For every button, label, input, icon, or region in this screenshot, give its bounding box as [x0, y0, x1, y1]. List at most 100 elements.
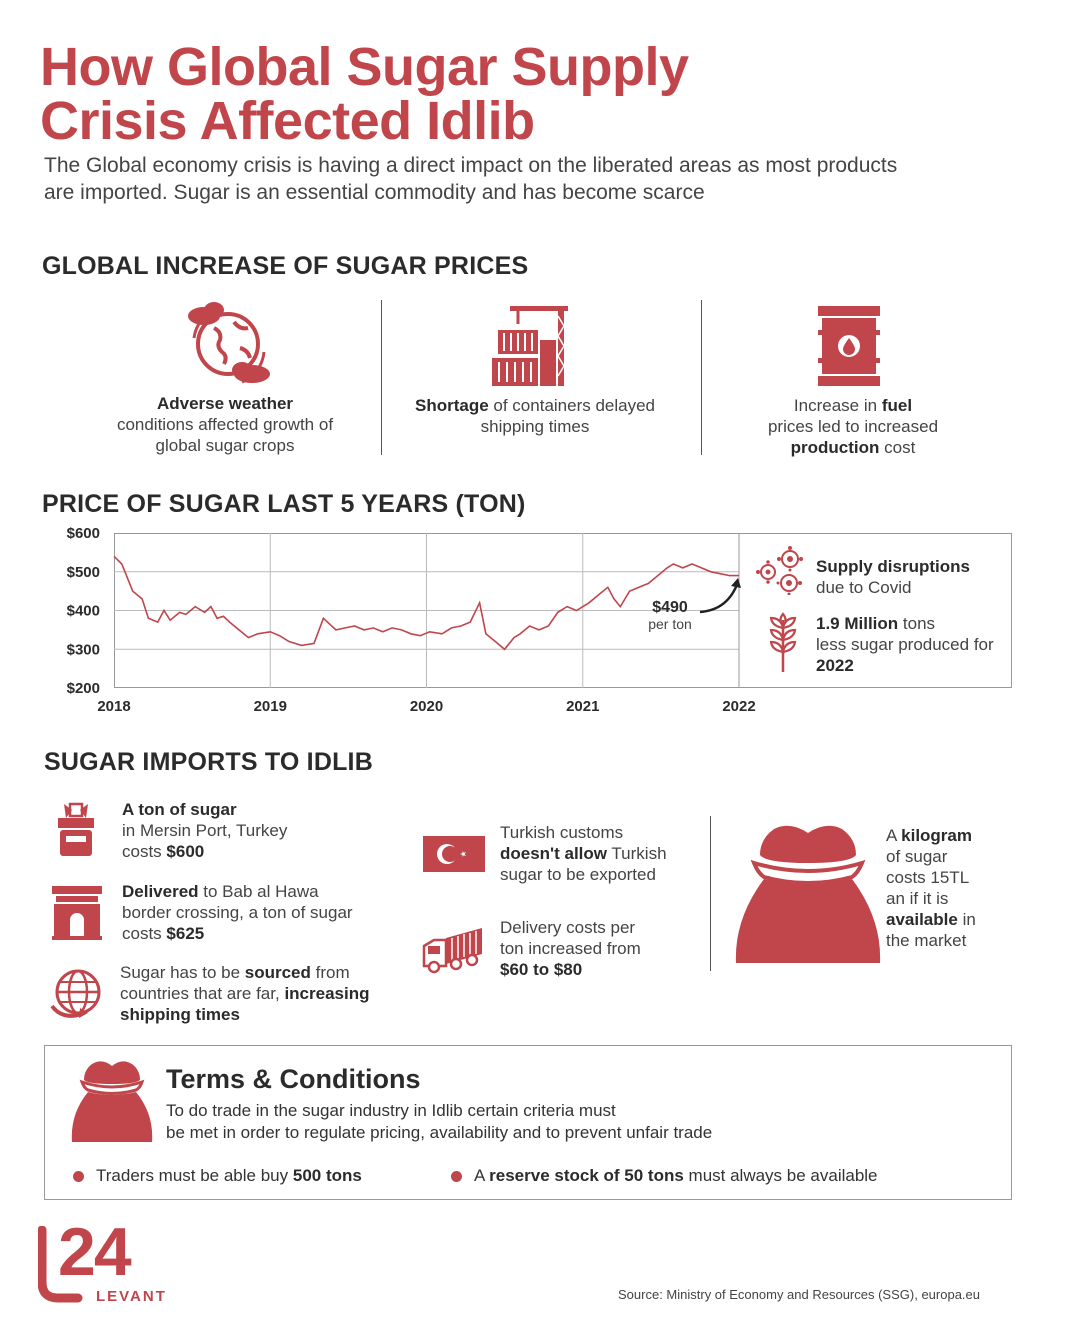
import-delivery-bold: $60 to $80	[500, 960, 583, 979]
globe-arrow-icon	[50, 969, 101, 1018]
import-bab-bold: Delivered	[122, 882, 199, 901]
import-kg-pre: A	[886, 826, 897, 845]
cause-adverse-weather-bold: Adverse weather	[156, 394, 294, 413]
source-note: Source: Ministry of Economy and Resource…	[618, 1287, 980, 1302]
chart-side-production-bold2: 2022	[816, 656, 854, 675]
cause-container-shortage: Shortage of containers delayed shipping …	[410, 395, 660, 437]
y-tick-label: $300	[67, 641, 100, 658]
import-kg-text1: of sugar	[886, 847, 948, 866]
annotation-unit: per ton	[648, 616, 692, 632]
divider	[701, 300, 702, 455]
title-line-2: Crisis Affected Idlib	[40, 91, 535, 151]
bullet1-pre: Traders must be able buy	[96, 1166, 289, 1185]
bullet2-bold: reserve stock of 50 tons	[489, 1166, 684, 1185]
bullet2-post: must always be available	[688, 1166, 878, 1185]
import-customs-text2: sugar to be exported	[500, 865, 656, 884]
logo-number: 24	[58, 1214, 132, 1290]
bullet2-pre: A	[474, 1166, 485, 1185]
import-customs-text: Turkish customs	[500, 823, 624, 842]
y-tick-label: $200	[67, 680, 100, 697]
cause-fuel-post: cost	[884, 438, 916, 457]
import-bab-text2: border crossing, a ton of sugar	[122, 903, 353, 922]
terms-body: To do trade in the sugar industry in Idl…	[166, 1100, 986, 1144]
import-sourcing: Sugar has to be sourced from countries t…	[120, 962, 420, 1025]
chart-side-production: 1.9 Million tons less sugar produced for…	[816, 613, 1006, 676]
import-sourcing-post: from	[315, 963, 350, 982]
logo-mark	[38, 1226, 83, 1303]
border-gate-icon	[52, 886, 102, 940]
y-tick-label: $600	[67, 525, 100, 542]
annotation-arrowhead	[731, 578, 741, 588]
import-delivery-text2: ton increased from	[500, 939, 641, 958]
wheat-icon	[769, 612, 797, 672]
terms-bullet-reserve: A reserve stock of 50 tons must always b…	[451, 1166, 878, 1186]
import-sourcing-bold: sourced	[244, 963, 311, 982]
chart-side-production-text1: tons	[902, 614, 936, 633]
bullet-dot	[451, 1171, 462, 1183]
globe-weather-icon	[188, 302, 270, 384]
import-mersin-text: in Mersin Port, Turkey	[122, 821, 288, 840]
turkey-flag-icon	[423, 836, 485, 872]
import-bab-al-hawa: Delivered to Bab al Hawa border crossing…	[122, 881, 412, 944]
sugar-sack-icon	[71, 1061, 153, 1142]
import-mersin-port: A ton of sugar in Mersin Port, Turkey co…	[122, 799, 382, 862]
section-heading-price-chart: PRICE OF SUGAR LAST 5 YEARS (TON)	[42, 490, 526, 518]
cause-container-shortage-text: of containers delayed shipping times	[480, 396, 656, 436]
terms-heading: Terms & Conditions	[166, 1064, 421, 1094]
import-kg-post2: in	[962, 910, 976, 929]
x-tick-label: 2020	[410, 698, 443, 715]
terms-body-line2: be met in order to regulate pricing, ava…	[166, 1123, 713, 1142]
x-tick-label: 2021	[566, 698, 599, 715]
cause-fuel-mid: prices led to increased	[767, 417, 939, 436]
annotation-value: $490	[652, 599, 688, 616]
container-crane-icon	[492, 306, 568, 386]
import-delivery-text: Delivery costs per	[500, 918, 636, 937]
intro-text: The Global economy crisis is having a di…	[44, 154, 898, 204]
chart-side-production-text2: less sugar produced for	[816, 635, 994, 654]
import-bab-pre3: costs	[122, 924, 162, 943]
x-tick-label: 2019	[254, 698, 287, 715]
section-heading-global-prices: GLOBAL INCREASE OF SUGAR PRICES	[42, 252, 529, 280]
terms-body-line1: To do trade in the sugar industry in Idl…	[166, 1101, 616, 1120]
sugar-gift-icon	[58, 802, 94, 856]
truck-icon	[422, 928, 482, 974]
logo-name: LEVANT	[96, 1288, 167, 1305]
l24-levant-logo[interactable]: 24 LEVANT	[38, 1218, 198, 1306]
y-tick-label: $500	[67, 564, 100, 581]
fuel-barrel-icon	[818, 306, 880, 386]
import-bab-text: to Bab al Hawa	[203, 882, 319, 901]
cause-adverse-weather-text: conditions affected growth of global sug…	[116, 415, 334, 455]
import-mersin-bold: A ton of sugar	[122, 800, 237, 819]
x-tick-label: 2022	[722, 698, 755, 715]
chart-side-production-bold: 1.9 Million	[816, 614, 899, 633]
import-mersin-pre2: costs	[122, 842, 162, 861]
import-kg-text3: an if it is	[886, 889, 949, 908]
import-sourcing-bold2: increasing	[284, 984, 370, 1003]
price-series-line	[113, 555, 739, 651]
import-turkish-customs: Turkish customs doesn't allow Turkish su…	[500, 822, 710, 885]
terms-panel	[44, 1045, 1012, 1200]
cause-fuel-bold2: production	[790, 438, 880, 457]
chart-side-covid: Supply disruptions due to Covid	[816, 556, 1006, 598]
x-tick-label: 2018	[97, 698, 130, 715]
import-kg-bold2: available	[886, 910, 958, 929]
title-line-1: How Global Sugar Supply	[40, 37, 689, 97]
import-kg-text2: costs 15TL	[886, 868, 970, 887]
divider	[710, 816, 711, 971]
cause-container-shortage-bold: Shortage	[414, 396, 489, 415]
cause-fuel-prices: Increase in fuel prices led to increased…	[728, 395, 978, 458]
page-title: How Global Sugar Supply Crisis Affected …	[40, 40, 940, 148]
price-line-chart: $600 $500 $400 $300 $200 2018 2019 2020 2021 202…	[67, 525, 756, 715]
terms-bullet-traders: Traders must be able buy 500 tons	[73, 1166, 362, 1186]
import-bab-bold3: $625	[166, 924, 205, 943]
import-customs-post: Turkish	[611, 844, 667, 863]
import-mersin-bold2: $600	[166, 842, 205, 861]
import-kg-bold: kilogram	[901, 826, 972, 845]
import-kilogram-price: A kilogram of sugar costs 15TL an if it …	[886, 825, 1016, 951]
virus-icon	[756, 546, 803, 595]
import-sourcing-pre: Sugar has to be	[120, 963, 241, 982]
bullet1-bold: 500 tons	[292, 1166, 362, 1185]
divider	[381, 300, 382, 455]
chart-side-covid-bold: Supply disruptions	[816, 557, 970, 576]
import-sourcing-pre2: countries that are far,	[120, 984, 280, 1003]
